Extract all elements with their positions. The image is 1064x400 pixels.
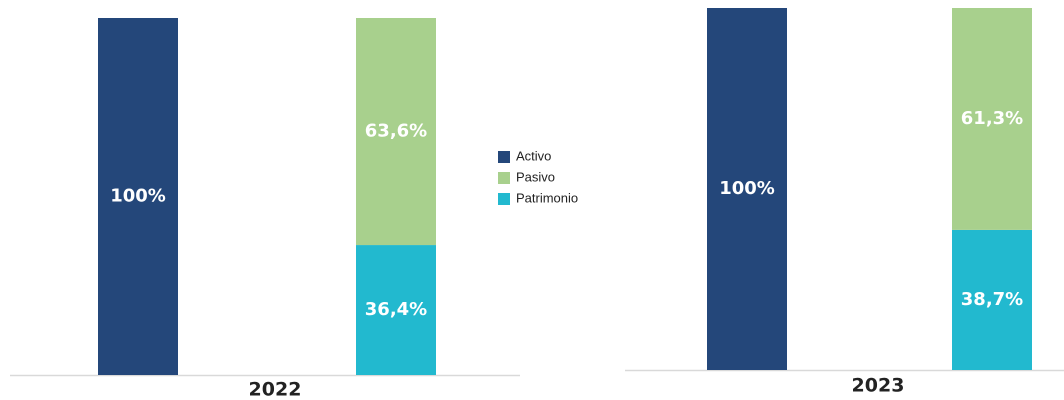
data-label: 36,4%	[365, 299, 427, 320]
legend-swatch	[498, 151, 510, 163]
x-axis-label: 2022	[249, 379, 302, 400]
bar	[356, 18, 436, 246]
legend-swatch	[498, 172, 510, 184]
data-label: 38,7%	[961, 289, 1023, 310]
bar	[707, 8, 787, 370]
x-axis-label: 2023	[852, 375, 905, 397]
data-label: 100%	[719, 178, 775, 199]
legend-label: Patrimonio	[516, 190, 578, 205]
data-label: 63,6%	[365, 121, 427, 142]
data-label: 100%	[110, 186, 166, 207]
bar	[952, 229, 1032, 370]
bar	[98, 18, 178, 375]
bar	[356, 245, 436, 375]
bar	[952, 8, 1032, 230]
legend-swatch	[498, 193, 510, 205]
legend-label: Pasivo	[516, 169, 555, 184]
data-label: 61,3%	[961, 108, 1023, 129]
legend-label: Activo	[516, 148, 551, 163]
